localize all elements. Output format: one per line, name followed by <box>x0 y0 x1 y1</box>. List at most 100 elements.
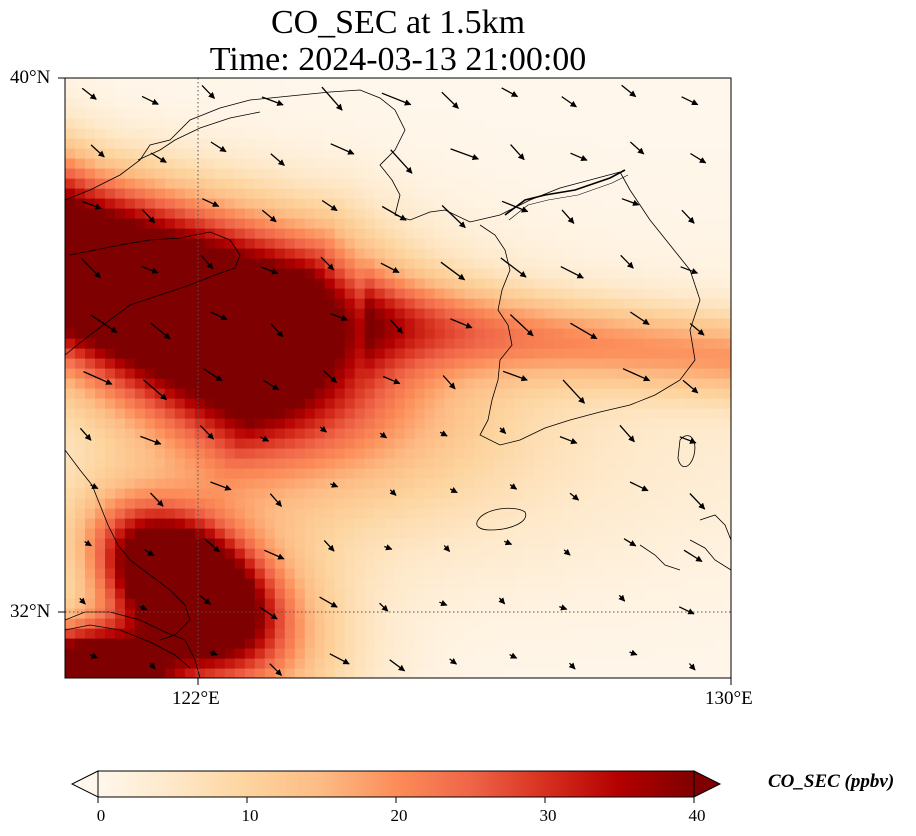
field-cell <box>204 168 216 179</box>
field-cell <box>204 338 216 349</box>
field-cell <box>464 158 476 169</box>
field-cell <box>724 568 731 579</box>
field-cell <box>374 248 386 259</box>
field-cell <box>115 98 126 109</box>
field-cell <box>694 248 705 259</box>
field-cell <box>434 158 446 169</box>
field-cell <box>174 578 186 589</box>
field-cell <box>234 78 246 79</box>
field-cell <box>564 118 576 129</box>
field-cell <box>714 78 725 89</box>
field-cell <box>544 398 556 409</box>
field-cell <box>314 298 326 309</box>
field-cell <box>134 268 146 279</box>
field-cell <box>514 538 526 549</box>
field-cell <box>554 398 566 409</box>
field-cell <box>174 158 186 169</box>
field-cell <box>264 278 276 289</box>
field-cell <box>584 398 596 409</box>
field-cell <box>454 88 466 99</box>
field-cell <box>474 588 486 599</box>
field-cell <box>164 368 176 379</box>
field-cell <box>714 118 725 129</box>
field-cell <box>654 298 665 309</box>
field-cell <box>434 178 446 189</box>
field-cell <box>644 648 655 659</box>
field-cell <box>264 78 276 89</box>
field-cell <box>314 328 326 339</box>
field-cell <box>174 308 186 319</box>
field-cell <box>534 398 546 409</box>
field-cell <box>424 658 436 669</box>
field-cell <box>414 358 426 369</box>
field-cell <box>65 368 76 379</box>
field-cell <box>504 588 516 599</box>
field-cell <box>524 578 536 589</box>
field-cell <box>184 588 196 599</box>
field-cell <box>214 218 226 229</box>
field-cell <box>604 548 616 559</box>
field-cell <box>424 118 436 129</box>
field-cell <box>604 98 616 109</box>
field-cell <box>544 488 556 499</box>
field-cell <box>314 548 326 559</box>
field-cell <box>534 378 546 389</box>
field-cell <box>544 78 556 79</box>
field-cell <box>504 178 516 189</box>
field-cell <box>144 588 156 599</box>
field-cell <box>664 158 675 169</box>
field-cell <box>454 288 466 299</box>
field-cell <box>334 438 346 449</box>
field-cell <box>105 348 116 359</box>
field-cell <box>664 488 675 499</box>
wind-arrow <box>381 92 412 106</box>
field-cell <box>364 498 376 509</box>
field-cell <box>614 548 626 559</box>
field-cell <box>474 448 486 459</box>
field-cell <box>554 648 566 659</box>
field-cell <box>294 178 306 189</box>
field-cell <box>344 318 356 329</box>
field-cell <box>474 648 486 659</box>
field-cell <box>324 198 336 209</box>
field-cell <box>384 148 396 159</box>
field-cell <box>554 208 566 219</box>
field-cell <box>244 128 256 139</box>
field-cell <box>654 108 665 119</box>
field-cell <box>704 108 715 119</box>
field-cell <box>594 388 606 399</box>
field-cell <box>574 258 586 269</box>
wind-arrow <box>502 370 528 382</box>
field-cell <box>95 218 106 229</box>
field-cell <box>694 168 705 179</box>
field-cell <box>484 438 496 449</box>
field-cell <box>254 388 266 399</box>
field-cell <box>424 208 436 219</box>
field-cell <box>65 298 76 309</box>
field-cell <box>714 88 725 99</box>
field-cell <box>174 288 186 299</box>
field-cell <box>674 448 685 459</box>
field-cell <box>304 308 316 319</box>
field-cell <box>514 528 526 539</box>
field-cell <box>594 208 606 219</box>
field-cell <box>664 308 675 319</box>
field-cell <box>204 158 216 169</box>
field-cell <box>524 408 536 419</box>
field-cell <box>75 178 86 189</box>
field-cell <box>394 158 406 169</box>
field-cell <box>524 558 536 569</box>
field-cell <box>234 428 246 439</box>
field-cell <box>254 488 266 499</box>
field-cell <box>724 558 731 569</box>
field-cell <box>714 328 725 339</box>
field-cell <box>594 328 606 339</box>
field-cell <box>304 248 316 259</box>
field-cell <box>544 358 556 369</box>
field-cell <box>344 618 356 629</box>
field-cell <box>664 458 675 469</box>
field-cell <box>554 358 566 369</box>
wind-arrow <box>563 548 571 556</box>
field-cell <box>384 638 396 649</box>
field-cell <box>484 198 496 209</box>
